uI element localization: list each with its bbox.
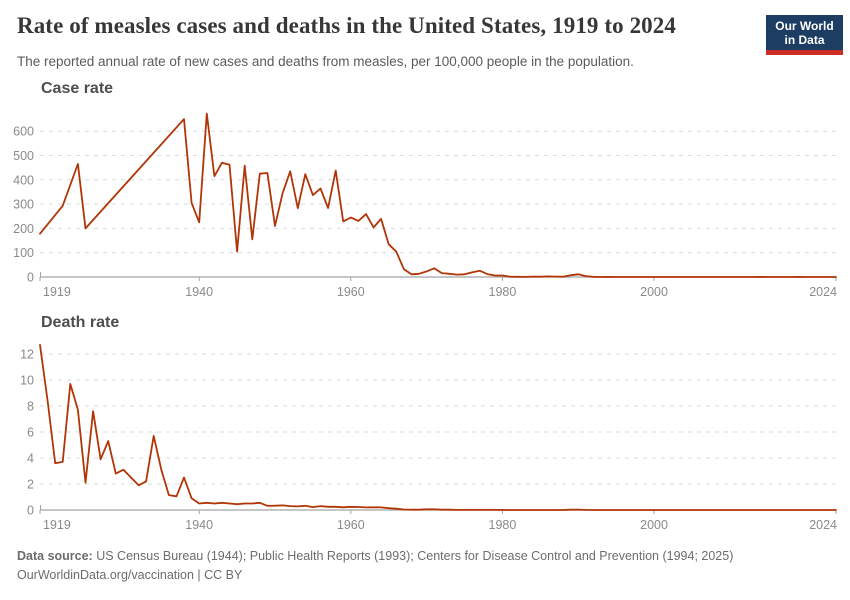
owid-logo-line2: in Data	[784, 33, 825, 47]
case-rate-chart: 0 100 200 300 400 500 600 1919 1940 1960 1980 2000 2…	[13, 112, 837, 299]
svg-text:200: 200	[13, 222, 34, 236]
owid-url-link[interactable]: OurWorldinData.org/vaccination	[17, 568, 194, 582]
svg-text:2000: 2000	[640, 518, 668, 532]
svg-text:1940: 1940	[185, 518, 213, 532]
svg-text:1919: 1919	[43, 518, 71, 532]
svg-text:0: 0	[27, 504, 34, 518]
svg-text:300: 300	[13, 198, 34, 212]
svg-text:12: 12	[20, 348, 34, 362]
svg-text:10: 10	[20, 374, 34, 388]
svg-text:1919: 1919	[43, 285, 71, 299]
svg-text:600: 600	[13, 125, 34, 139]
svg-text:2000: 2000	[640, 285, 668, 299]
svg-text:2: 2	[27, 478, 34, 492]
svg-text:1960: 1960	[337, 518, 365, 532]
svg-text:1960: 1960	[337, 285, 365, 299]
data-source-text: US Census Bureau (1944); Public Health R…	[96, 549, 734, 563]
death-rate-panel-title: Death rate	[41, 314, 120, 331]
owid-logo-line1: Our World	[775, 19, 834, 33]
svg-text:500: 500	[13, 149, 34, 163]
svg-text:1940: 1940	[185, 285, 213, 299]
chart-subtitle: The reported annual rate of new cases an…	[17, 54, 634, 69]
page-title: Rate of measles cases and deaths in the …	[17, 13, 676, 38]
case-rate-panel-title: Case rate	[41, 80, 114, 97]
data-source-label: Data source:	[17, 549, 93, 563]
svg-text:4: 4	[27, 452, 34, 466]
svg-text:0: 0	[27, 271, 34, 285]
svg-text:1980: 1980	[489, 518, 517, 532]
footer-separator: |	[197, 568, 201, 582]
data-source-line: Data source: US Census Bureau (1944); Pu…	[17, 549, 733, 563]
license-label: CC BY	[204, 568, 243, 582]
death-rate-chart: 0 2 4 6 8 10 12 1919 1940 1960 1980 2000 2024	[20, 344, 837, 532]
svg-text:6: 6	[27, 426, 34, 440]
svg-text:8: 8	[27, 400, 34, 414]
svg-text:400: 400	[13, 173, 34, 187]
svg-text:2024: 2024	[809, 285, 837, 299]
svg-text:2024: 2024	[809, 518, 837, 532]
svg-text:1980: 1980	[489, 285, 517, 299]
license-line: OurWorldinData.org/vaccination | CC BY	[17, 568, 242, 582]
svg-text:100: 100	[13, 246, 34, 260]
owid-logo[interactable]: Our World in Data	[766, 15, 843, 55]
